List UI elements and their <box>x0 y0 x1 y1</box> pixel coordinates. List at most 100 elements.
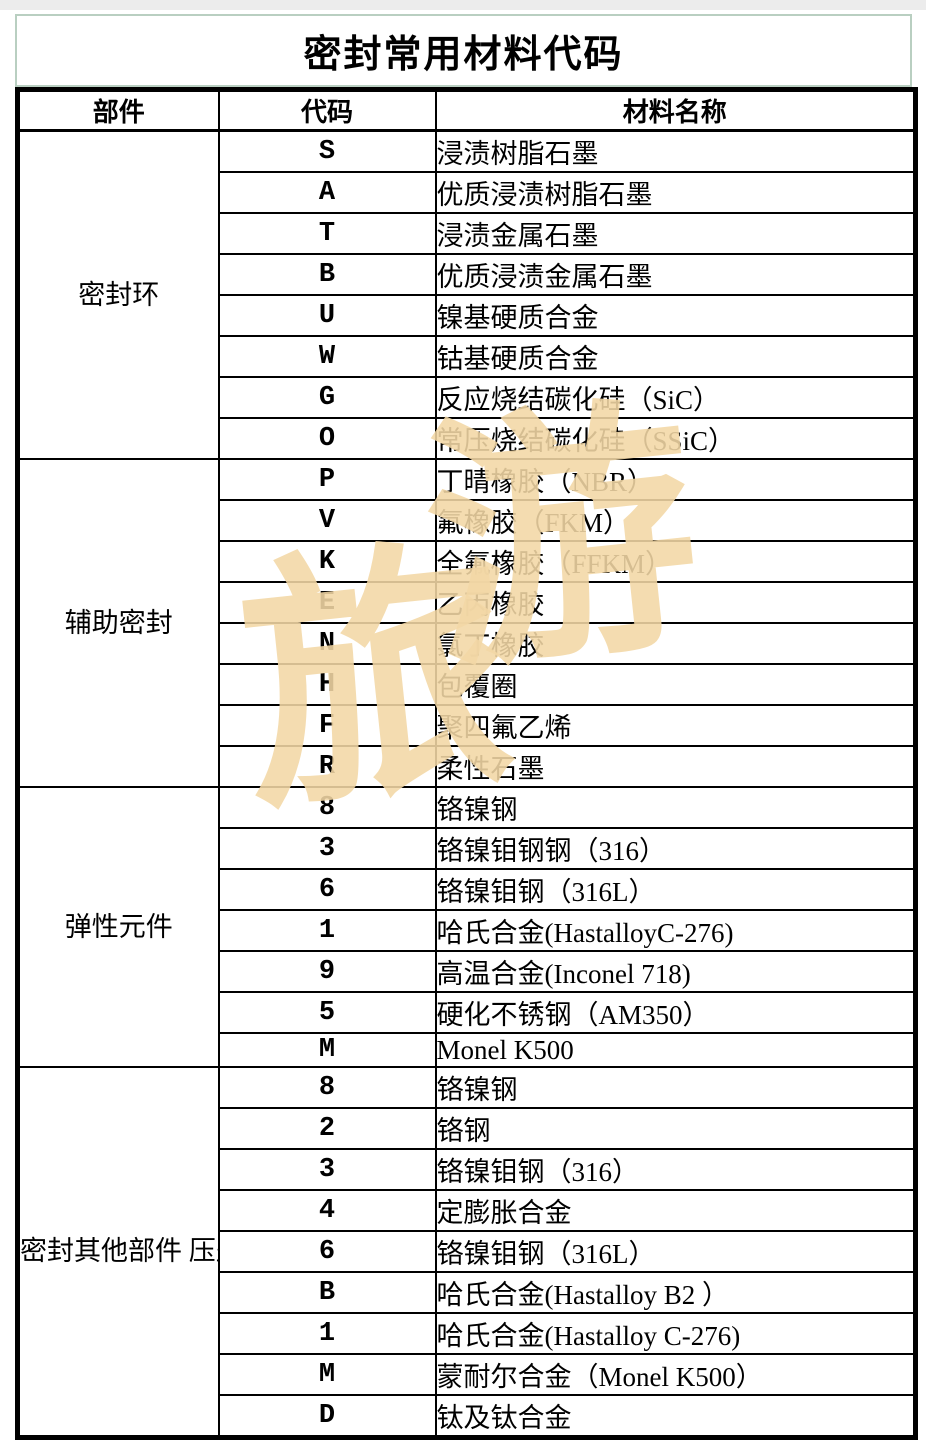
table-row: 5 硬化不锈钢（AM350） <box>18 991 917 1034</box>
material-cell: 浸渍树脂石墨 <box>434 129 917 173</box>
code-cell: 1 <box>217 1312 437 1355</box>
table-row: 密封其他部件 压盖和轴套 8 铬镍钢 <box>16 1066 917 1439</box>
code-cell: N <box>217 622 437 665</box>
code-cell: 4 <box>217 1189 437 1232</box>
material-cell: 哈氏合金(HastalloyC-276) <box>434 909 917 952</box>
table-row: 4 定膨胀合金 <box>18 1189 917 1232</box>
code-cell: A <box>217 171 437 214</box>
table-row: 9 高温合金(Inconel 718) <box>18 950 917 993</box>
code-cell: U <box>217 294 437 337</box>
material-cell: 铬镍钼钢（316L） <box>434 868 917 911</box>
table-row: W 钴基硬质合金 <box>18 335 917 378</box>
material-cell: 包覆圈 <box>434 663 917 706</box>
table-row: 3 铬镍钼钢（316） <box>18 1148 917 1191</box>
material-cell: 优质浸渍树脂石墨 <box>434 171 917 214</box>
code-cell: B <box>217 1271 437 1314</box>
material-cell: 哈氏合金(Hastalloy B2 ） <box>434 1271 917 1314</box>
material-cell: 铬镍钢 <box>434 1066 917 1109</box>
material-cell: 铬钢 <box>434 1107 917 1150</box>
material-cell: 反应烧结碳化硅（SiC） <box>434 376 917 419</box>
code-cell: 8 <box>217 1066 437 1109</box>
material-cell: 氯丁橡胶 <box>434 622 917 665</box>
code-cell: 5 <box>217 991 437 1034</box>
material-cell: 镍基硬质合金 <box>434 294 917 337</box>
table-row: 辅助密封 P 丁晴橡胶（NBR） <box>16 458 917 788</box>
table-row: 1 哈氏合金(HastalloyC-276) <box>18 909 917 952</box>
material-cell: 柔性石墨 <box>434 745 917 788</box>
table-row: A 优质浸渍树脂石墨 <box>18 171 917 214</box>
material-cell: 铬镍钼钢（316L） <box>434 1230 917 1273</box>
header-code: 代码 <box>217 88 437 132</box>
table-row: M Monel K500 <box>18 1032 917 1068</box>
code-cell: 1 <box>217 909 437 952</box>
code-cell: H <box>217 663 437 706</box>
header-row: 部件 代码 材料名称 <box>16 88 917 132</box>
code-cell: O <box>217 417 437 460</box>
section-label-cell: 弹性元件 <box>16 786 220 1068</box>
code-cell: 9 <box>217 950 437 993</box>
table-row: R 柔性石墨 <box>18 745 917 788</box>
code-cell: S <box>217 129 437 173</box>
page-title: 密封常用材料代码 <box>303 34 624 76</box>
table-row: 弹性元件 8 铬镍钢 <box>16 786 917 1068</box>
material-cell: 钛及钛合金 <box>434 1394 917 1439</box>
code-cell: W <box>217 335 437 378</box>
code-cell: F <box>217 704 437 747</box>
material-cell: 丁晴橡胶（NBR） <box>434 458 917 501</box>
material-cell: 氟橡胶（FKM） <box>434 499 917 542</box>
material-cell: 浸渍金属石墨 <box>434 212 917 255</box>
seal-material-codes-table: 部件 代码 材料名称 密封环 S 浸渍树脂石墨 A 优质浸渍树脂石墨 T 浸渍金… <box>15 87 918 1440</box>
header-component: 部件 <box>16 88 220 132</box>
code-cell: 6 <box>217 1230 437 1273</box>
material-cell: 铬镍钢 <box>434 786 917 829</box>
code-cell: 8 <box>217 786 437 829</box>
material-cell: 硬化不锈钢（AM350） <box>434 991 917 1034</box>
table-row: 密封环 S 浸渍树脂石墨 <box>16 129 917 460</box>
material-cell: 哈氏合金(Hastalloy C-276) <box>434 1312 917 1355</box>
code-cell: B <box>217 253 437 296</box>
title-box: 密封常用材料代码 <box>15 14 912 87</box>
code-cell: M <box>217 1032 437 1068</box>
material-cell: 铬镍钼钢（316） <box>434 1148 917 1191</box>
code-cell: T <box>217 212 437 255</box>
material-cell: 优质浸渍金属石墨 <box>434 253 917 296</box>
material-cell: Monel K500 <box>434 1032 917 1068</box>
table-row: O 常压烧结碳化硅（SSiC） <box>18 417 917 460</box>
table-row: T 浸渍金属石墨 <box>18 212 917 255</box>
table-row: 2 铬钢 <box>18 1107 917 1150</box>
table-row: 6 铬镍钼钢（316L） <box>18 868 917 911</box>
table-row: B 优质浸渍金属石墨 <box>18 253 917 296</box>
code-cell: G <box>217 376 437 419</box>
code-cell: D <box>217 1394 437 1439</box>
code-cell: E <box>217 581 437 624</box>
table-row: K 全氟橡胶（FFKM） <box>18 540 917 583</box>
code-cell: K <box>217 540 437 583</box>
table-row: 3 铬镍钼钢钢（316） <box>18 827 917 870</box>
code-cell: 2 <box>217 1107 437 1150</box>
table-row: E 乙丙橡胶 <box>18 581 917 624</box>
material-cell: 定膨胀合金 <box>434 1189 917 1232</box>
material-cell: 蒙耐尔合金（Monel K500） <box>434 1353 917 1396</box>
table-row: N 氯丁橡胶 <box>18 622 917 665</box>
header-material: 材料名称 <box>434 88 917 132</box>
material-cell: 常压烧结碳化硅（SSiC） <box>434 417 917 460</box>
material-cell: 高温合金(Inconel 718) <box>434 950 917 993</box>
code-cell: P <box>217 458 437 501</box>
section-label-cell: 辅助密封 <box>16 458 220 788</box>
page-top-strip <box>0 0 926 10</box>
material-cell: 全氟橡胶（FFKM） <box>434 540 917 583</box>
table-row: V 氟橡胶（FKM） <box>18 499 917 542</box>
code-cell: 3 <box>217 1148 437 1191</box>
material-cell: 乙丙橡胶 <box>434 581 917 624</box>
code-cell: 6 <box>217 868 437 911</box>
code-cell: 3 <box>217 827 437 870</box>
code-cell: V <box>217 499 437 542</box>
section-label-cell: 密封环 <box>16 129 220 460</box>
table-row: G 反应烧结碳化硅（SiC） <box>18 376 917 419</box>
code-cell: R <box>217 745 437 788</box>
material-cell: 钴基硬质合金 <box>434 335 917 378</box>
section-label-cell: 密封其他部件 压盖和轴套 <box>16 1066 220 1439</box>
material-cell: 铬镍钼钢钢（316） <box>434 827 917 870</box>
table-row: 6 铬镍钼钢（316L） <box>18 1230 917 1273</box>
material-cell: 聚四氟乙烯 <box>434 704 917 747</box>
